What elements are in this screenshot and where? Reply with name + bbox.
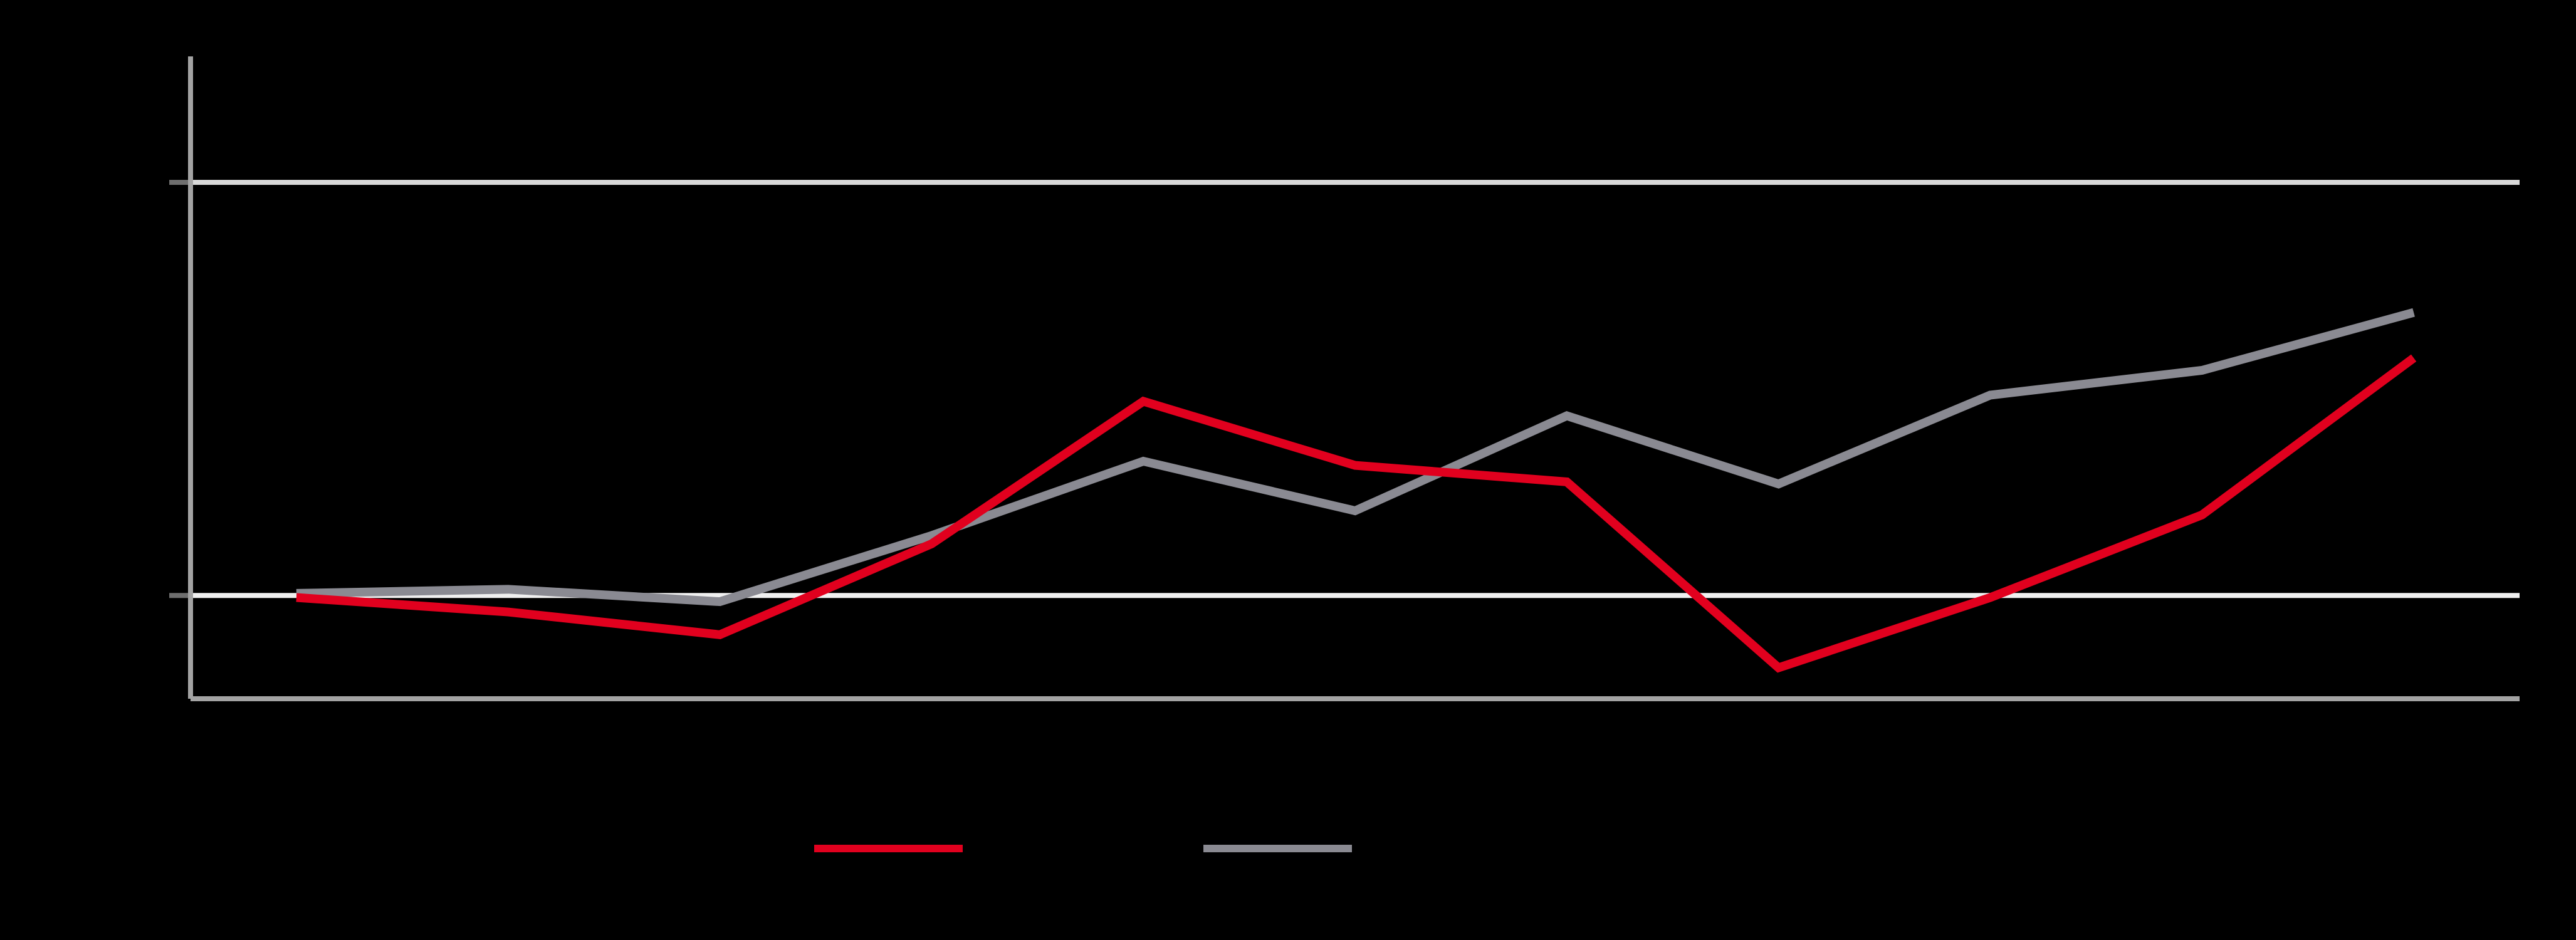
chart-line-gray xyxy=(296,308,2415,607)
chart-line-red xyxy=(296,354,2417,673)
legend-swatch-gray xyxy=(1203,845,1352,852)
legend-swatch-red xyxy=(814,845,963,852)
